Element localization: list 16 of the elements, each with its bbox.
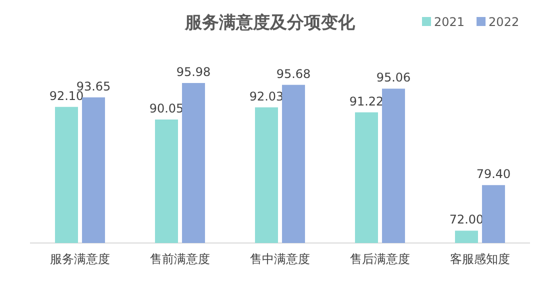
data-label: 92.03 (249, 89, 284, 104)
data-label: 95.68 (276, 66, 311, 81)
chart-title: 服务满意度及分项变化 (184, 13, 356, 33)
x-tick-label: 服务满意度 (50, 252, 110, 266)
x-tick-label: 售中满意度 (250, 252, 310, 266)
data-label: 79.40 (476, 167, 511, 182)
data-label: 95.06 (376, 70, 411, 85)
x-tick-label: 售后满意度 (350, 252, 410, 266)
data-label: 91.22 (349, 94, 384, 108)
data-label: 95.98 (176, 65, 211, 79)
data-label: 72.00 (449, 212, 484, 227)
legend-label: 2021 (434, 15, 465, 29)
data-label: 90.05 (149, 102, 184, 116)
legend-label: 2022 (488, 15, 520, 29)
x-tick-label: 客服感知度 (450, 252, 510, 266)
x-tick-label: 售前满意度 (150, 252, 210, 266)
